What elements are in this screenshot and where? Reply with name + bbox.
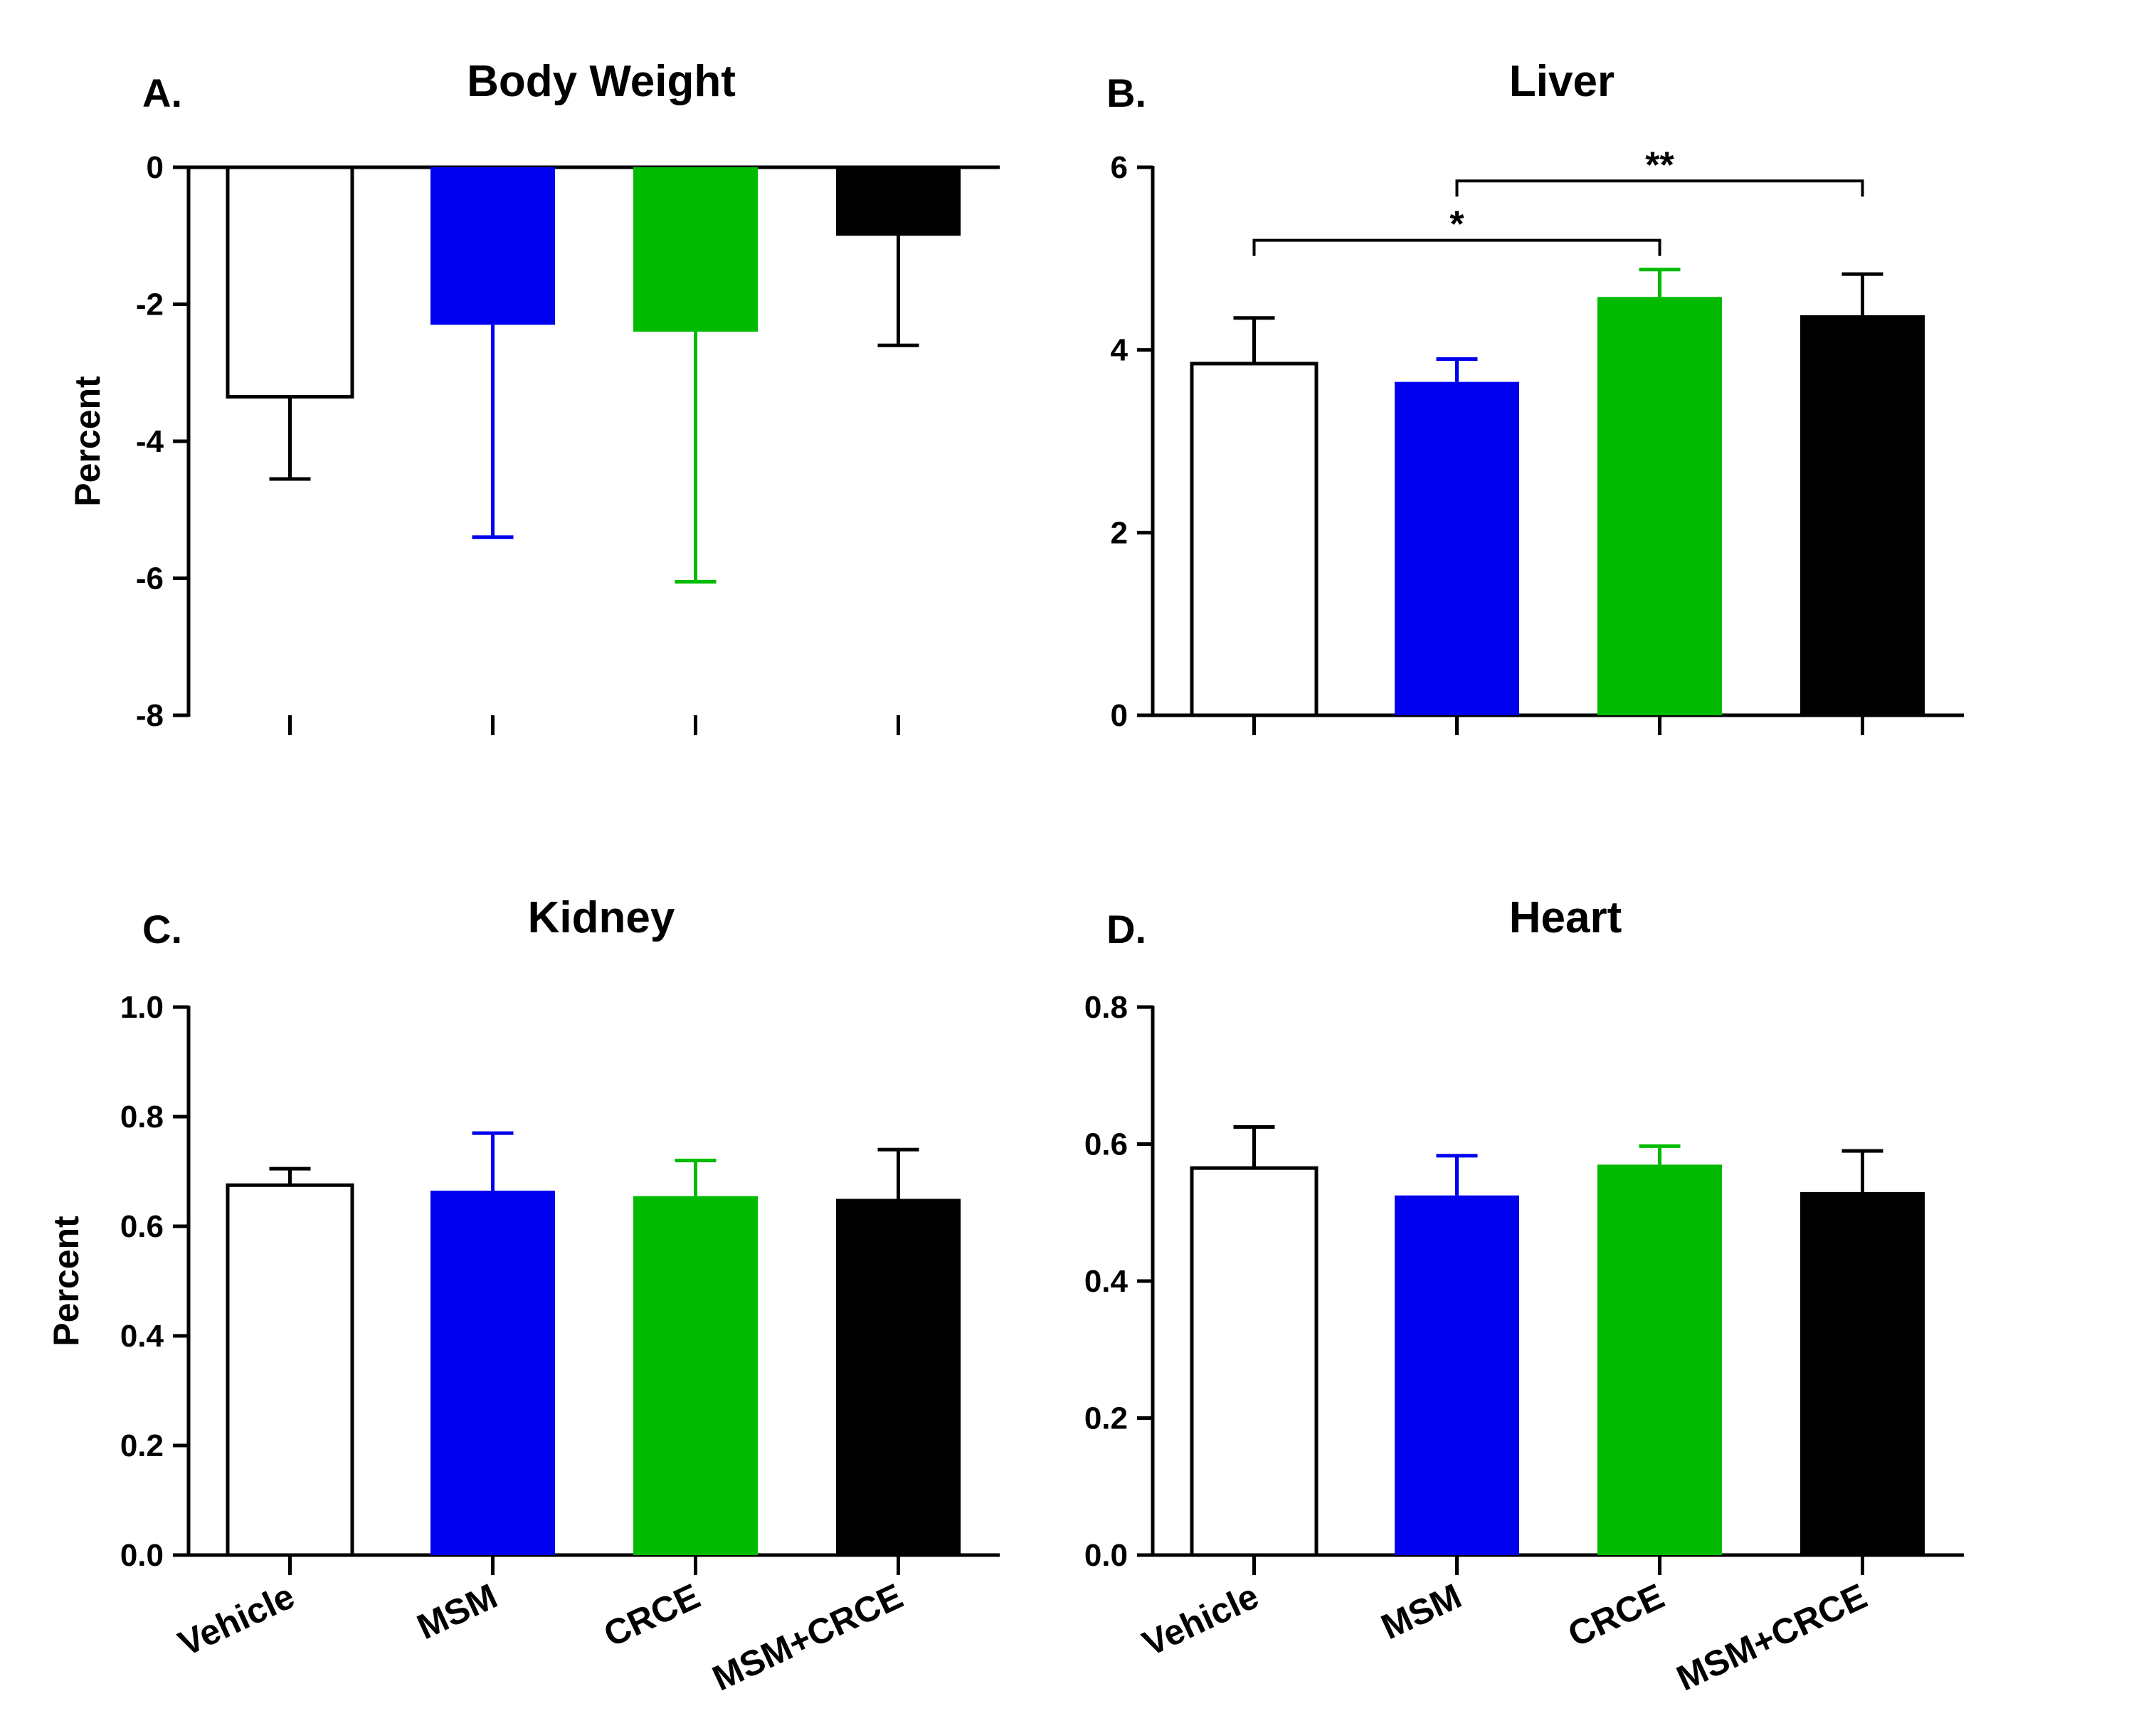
p3-bar-msm bbox=[1395, 1195, 1519, 1555]
panel-letter-c: C. bbox=[142, 907, 182, 952]
p1-significance-bracket-1 bbox=[1455, 179, 1864, 197]
p3-bar-crce bbox=[1597, 1164, 1722, 1555]
p2-y-tick-label: 0.8 bbox=[120, 1100, 164, 1134]
p2-bar-msm-crce bbox=[836, 1199, 961, 1555]
panel-letter-d: D. bbox=[1106, 907, 1146, 952]
p2-bar-msm bbox=[430, 1190, 555, 1555]
p1-significance-label-1: ** bbox=[1645, 144, 1674, 186]
p3-y-tick-label: 0.2 bbox=[1084, 1401, 1128, 1436]
p3-category-label-msm: MSM bbox=[1375, 1576, 1467, 1647]
p2-category-label-msm: MSM bbox=[411, 1576, 503, 1647]
chart-title-heart: Heart bbox=[1509, 893, 1622, 942]
p2-y-tick-label: 1.0 bbox=[120, 990, 164, 1025]
p2-category-label-crce: CRCE bbox=[598, 1576, 706, 1655]
p2-y-tick-label: 0.4 bbox=[120, 1319, 164, 1354]
panel-letter-b: B. bbox=[1106, 70, 1146, 115]
p0-bar-msm-crce bbox=[836, 167, 961, 236]
p3-y-tick-label: 0.6 bbox=[1084, 1127, 1128, 1162]
p1-bar-msm bbox=[1395, 381, 1519, 715]
p3-y-tick-label: 0.8 bbox=[1084, 990, 1128, 1025]
p0-y-tick-label: -6 bbox=[136, 562, 164, 596]
plot-area-d: 0.0 0.2 0.4 0.6 0.8 Vehicle MSM CRCE MSM+CRCE bbox=[1084, 990, 1964, 1698]
p1-bar-crce bbox=[1597, 297, 1722, 715]
p2-category-label-msm-crce: MSM+CRCE bbox=[707, 1576, 909, 1698]
panel-a-body-weight: A. Body Weight Percent 0 -2 -4 -6 -8 bbox=[68, 57, 1000, 735]
p2-category-label-vehicle: Vehicle bbox=[172, 1576, 300, 1664]
y-axis-label-c: Percent bbox=[46, 1216, 86, 1347]
p3-category-label-msm-crce: MSM+CRCE bbox=[1671, 1576, 1873, 1698]
panel-d-heart: D. Heart 0.0 0.2 0.4 0.6 0.8 Vehicle MSM CRCE MS… bbox=[1084, 893, 1964, 1698]
p3-y-tick-label: 0.4 bbox=[1084, 1264, 1129, 1299]
p3-category-label-crce: CRCE bbox=[1562, 1576, 1670, 1655]
p3-bar-vehicle bbox=[1190, 1166, 1319, 1557]
p3-y-tick-label: 0.0 bbox=[1084, 1538, 1128, 1573]
p1-y-tick-label: 6 bbox=[1111, 150, 1128, 185]
p2-y-tick-label: 0.0 bbox=[120, 1538, 164, 1573]
p1-y-tick-label: 0 bbox=[1111, 698, 1128, 733]
p2-y-tick-label: 0.6 bbox=[120, 1209, 164, 1244]
p0-y-tick-label: -8 bbox=[136, 698, 164, 733]
y-axis-label-a: Percent bbox=[68, 376, 107, 507]
panel-letter-a: A. bbox=[142, 70, 182, 115]
p2-bar-crce bbox=[633, 1196, 758, 1555]
p2-bar-vehicle bbox=[226, 1183, 354, 1557]
p0-y-tick-label: -2 bbox=[136, 288, 164, 322]
panel-c-kidney: C. Kidney Percent 0.0 0.2 0.4 0.6 0.8 1.0 Vehi… bbox=[46, 893, 1000, 1698]
p0-y-tick-label: -4 bbox=[136, 424, 164, 459]
chart-title-body-weight: Body Weight bbox=[467, 57, 736, 106]
p1-bar-vehicle bbox=[1190, 362, 1319, 717]
p0-bar-crce bbox=[633, 167, 758, 332]
p1-y-tick-label: 2 bbox=[1111, 515, 1128, 550]
p1-y-tick-label: 4 bbox=[1111, 333, 1129, 368]
p0-bar-vehicle bbox=[226, 165, 354, 399]
p0-bar-msm bbox=[430, 167, 555, 325]
p1-significance-label-0: * bbox=[1449, 204, 1464, 246]
p3-bar-msm-crce bbox=[1800, 1191, 1925, 1555]
p1-significance-bracket-0 bbox=[1252, 238, 1661, 256]
plot-area-c: 0.0 0.2 0.4 0.6 0.8 1.0 Vehicle MSM CRCE MSM+CRCE bbox=[120, 990, 1000, 1698]
p3-category-label-vehicle: Vehicle bbox=[1136, 1576, 1264, 1664]
plot-area-a: 0 -2 -4 -6 -8 bbox=[136, 150, 1000, 735]
p2-y-tick-label: 0.2 bbox=[120, 1428, 164, 1463]
chart-title-kidney: Kidney bbox=[528, 893, 675, 942]
p1-bar-msm-crce bbox=[1800, 315, 1925, 715]
chart-title-liver: Liver bbox=[1509, 57, 1615, 106]
p0-y-tick-label: 0 bbox=[147, 150, 164, 185]
